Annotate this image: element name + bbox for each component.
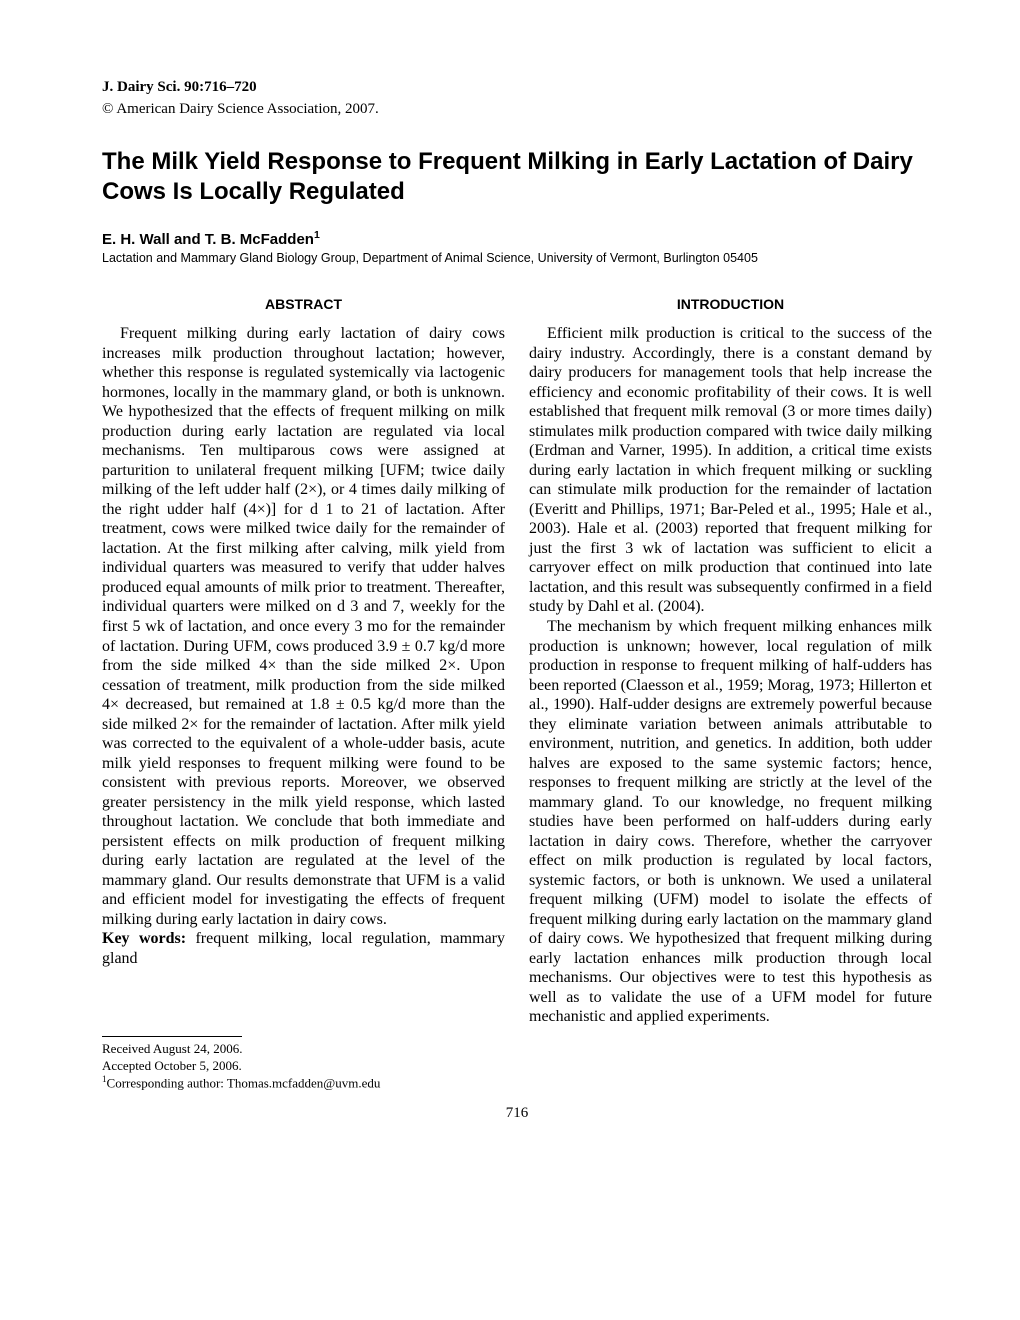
page-number: 716 [102, 1105, 932, 1122]
page-container: J. Dairy Sci. 90:716–720 © American Dair… [0, 0, 1020, 1162]
footnote-corr-label: Corresponding author: [107, 1075, 227, 1090]
author-line: E. H. Wall and T. B. McFadden1 [102, 229, 932, 248]
key-words-label: Key words: [102, 930, 186, 947]
key-words-line: Key words: frequent milking, local regul… [102, 929, 505, 968]
right-column: INTRODUCTION Efficient milk production i… [529, 296, 932, 1091]
journal-reference: J. Dairy Sci. 90:716–720 [102, 78, 932, 98]
author-superscript: 1 [314, 229, 320, 241]
two-column-layout: ABSTRACT Frequent milking during early l… [102, 296, 932, 1091]
author-names: E. H. Wall and T. B. McFadden [102, 231, 314, 248]
footnote-corresponding: 1Corresponding author: Thomas.mcfadden@u… [102, 1074, 505, 1092]
footnote-rule [102, 1036, 242, 1037]
article-title: The Milk Yield Response to Frequent Milk… [102, 147, 932, 207]
abstract-heading: ABSTRACT [102, 296, 505, 312]
footnote-accepted: Accepted October 5, 2006. [102, 1058, 505, 1074]
footnote-corr-email: Thomas.mcfadden@uvm.edu [227, 1075, 381, 1090]
copyright-line: © American Dairy Science Association, 20… [102, 100, 932, 120]
footnote-received: Received August 24, 2006. [102, 1041, 505, 1057]
intro-paragraph-2: The mechanism by which frequent milking … [529, 617, 932, 1027]
author-affiliation: Lactation and Mammary Gland Biology Grou… [102, 250, 932, 266]
abstract-paragraph: Frequent milking during early lactation … [102, 324, 505, 929]
left-column: ABSTRACT Frequent milking during early l… [102, 296, 505, 1091]
introduction-heading: INTRODUCTION [529, 296, 932, 312]
footnotes-block: Received August 24, 2006. Accepted Octob… [102, 1041, 505, 1091]
intro-paragraph-1: Efficient milk production is critical to… [529, 324, 932, 617]
